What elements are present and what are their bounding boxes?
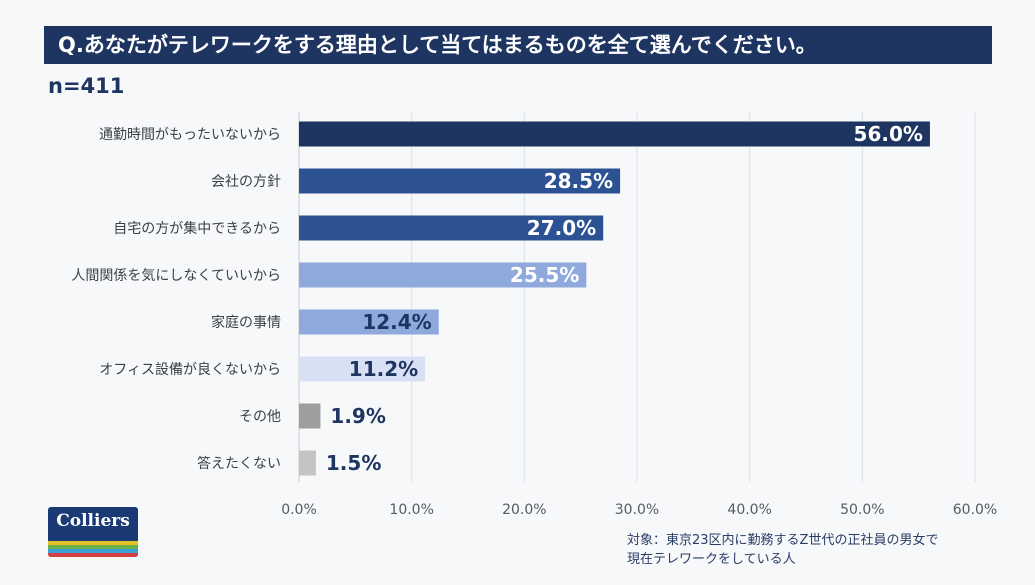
bar: [299, 168, 621, 194]
footnote: 対象：東京23区内に勤務するZ世代の正社員の男女で 現在テレワークをしている人: [627, 531, 938, 569]
category-label: 自宅の方が集中できるから: [113, 220, 281, 237]
logo-text: Colliers: [56, 511, 130, 531]
logo-stripe-3: [48, 553, 138, 557]
footnote-line-1: 対象：東京23区内に勤務するZ世代の正社員の男女で: [627, 533, 939, 548]
logo-stripes: [48, 541, 138, 557]
logo-stripe-0: [48, 541, 138, 545]
data-label: 25.5%: [510, 263, 579, 287]
category-label: オフィス設備が良くないから: [99, 362, 281, 378]
bar: [299, 356, 426, 382]
data-label: 28.5%: [544, 169, 613, 193]
x-tick-label: 0.0%: [281, 502, 317, 518]
x-tick-label: 40.0%: [727, 502, 771, 518]
x-tick-label: 30.0%: [615, 502, 659, 518]
category-label: 会社の方針: [211, 174, 281, 190]
chart-title: Q.あなたがテレワークをする理由として当てはまるものを全て選んでください。: [44, 26, 992, 64]
category-label: 家庭の事情: [211, 314, 281, 331]
logo-stripe-1: [48, 545, 138, 549]
sample-size-label: n=411: [48, 74, 125, 98]
data-label: 11.2%: [349, 357, 418, 381]
bar: [299, 450, 316, 476]
category-label: 答えたくない: [197, 455, 281, 472]
bar: [299, 309, 439, 335]
footnote-line-2: 現在テレワークをしている人: [627, 552, 796, 567]
data-label: 12.4%: [362, 310, 431, 334]
colliers-logo: Colliers: [48, 507, 138, 557]
x-tick-label: 60.0%: [953, 502, 997, 518]
bar: [299, 403, 321, 429]
x-tick-label: 50.0%: [840, 502, 884, 518]
bar: [299, 121, 930, 147]
data-label: 27.0%: [527, 216, 596, 240]
bar: [299, 215, 604, 241]
x-tick-label: 10.0%: [389, 502, 433, 518]
category-label: その他: [239, 409, 281, 425]
bar: [299, 262, 587, 288]
category-label: 人間関係を気にしなくていいから: [71, 268, 281, 284]
data-label: 1.9%: [330, 404, 385, 428]
category-label: 通勤時間がもったいないから: [99, 127, 281, 143]
data-label: 1.5%: [326, 451, 381, 475]
data-label: 56.0%: [854, 122, 923, 146]
x-tick-label: 20.0%: [502, 502, 546, 518]
logo-stripe-2: [48, 549, 138, 553]
